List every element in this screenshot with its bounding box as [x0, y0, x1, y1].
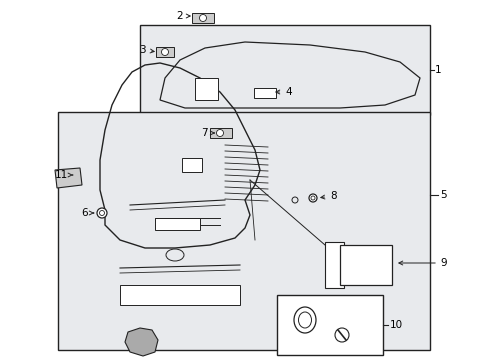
- Text: 7: 7: [201, 128, 214, 138]
- Circle shape: [162, 49, 169, 55]
- Text: 4: 4: [276, 87, 292, 97]
- Text: 10: 10: [390, 320, 403, 330]
- Bar: [182, 158, 202, 172]
- Circle shape: [217, 130, 223, 136]
- Text: 2: 2: [176, 11, 190, 21]
- Bar: [58, 112, 430, 350]
- Text: 5: 5: [440, 190, 446, 200]
- Bar: [210, 128, 232, 138]
- Polygon shape: [125, 328, 158, 356]
- Bar: [155, 218, 200, 230]
- Bar: [254, 88, 276, 98]
- Circle shape: [97, 208, 107, 218]
- Bar: [277, 295, 383, 355]
- Bar: [192, 13, 214, 23]
- Circle shape: [199, 14, 206, 22]
- Bar: [140, 25, 430, 115]
- Bar: [195, 78, 218, 100]
- Circle shape: [309, 194, 317, 202]
- Bar: [156, 47, 174, 57]
- Polygon shape: [55, 168, 82, 188]
- Bar: [340, 245, 392, 285]
- Bar: [325, 242, 344, 288]
- Text: 8: 8: [321, 191, 337, 201]
- Text: 9: 9: [440, 258, 446, 268]
- Text: 6: 6: [81, 208, 94, 218]
- Bar: [120, 285, 240, 305]
- Text: 3: 3: [139, 45, 154, 55]
- Text: 1: 1: [435, 65, 441, 75]
- Text: 11: 11: [55, 170, 68, 180]
